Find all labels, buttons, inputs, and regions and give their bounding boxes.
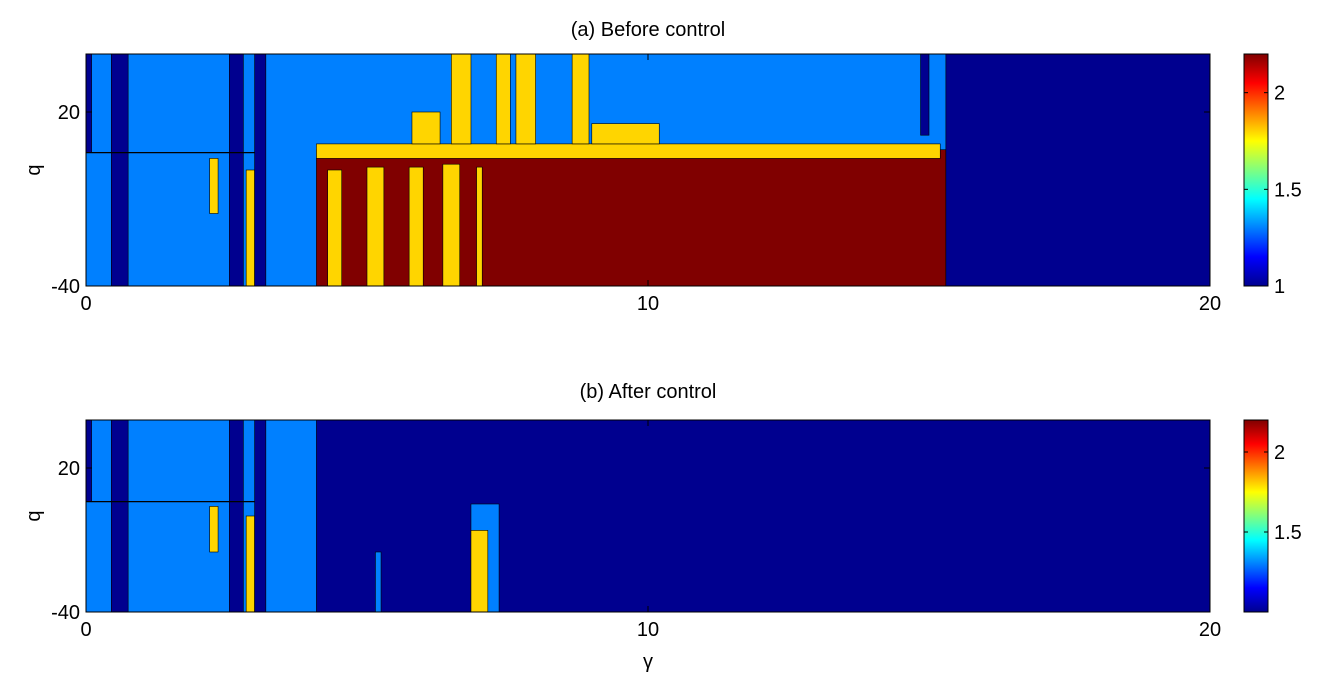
- heatmap-region-5: [254, 53, 267, 287]
- heatmap-region-1: [110, 419, 129, 613]
- panel-a-yticks: -40 20: [51, 102, 1210, 298]
- heatmap-region-2: [209, 506, 219, 553]
- heatmap-region-8: [470, 530, 489, 613]
- heatmap-region-13: [920, 53, 930, 136]
- heatmap-region-3: [229, 53, 244, 287]
- heatmap-ridge-2: [495, 53, 511, 145]
- xtick-label-2: 20: [1199, 293, 1221, 315]
- heatmap-region-1: [110, 53, 129, 287]
- panel-a-title: (a) Before control: [571, 19, 726, 41]
- heatmap-region-11: [476, 166, 483, 287]
- colorbar-tick-label-2: 2: [1274, 83, 1285, 105]
- heatmap-region-12: [945, 53, 1211, 287]
- xtick-label-0: 0: [80, 293, 91, 315]
- panel-a-xticks: 0 10 20: [80, 54, 1221, 315]
- heatmap-ridge-3: [515, 53, 536, 145]
- heatmap-ridge-6: [591, 123, 660, 145]
- xtick-label-1: 10: [637, 619, 659, 641]
- colorbar-tick-label-1: 2: [1274, 442, 1285, 464]
- xtick-label-1: 10: [637, 293, 659, 315]
- panel-b-yticks: -40 20: [51, 458, 1210, 624]
- colorbar-tick-label-0: 1.5: [1274, 522, 1302, 544]
- heatmap-region-7: [327, 169, 343, 287]
- heatmap-region-4: [245, 169, 255, 287]
- heatmap-region-3: [229, 419, 244, 613]
- ytick-label-1: 20: [58, 102, 80, 124]
- xtick-label-2: 20: [1199, 619, 1221, 641]
- heatmap-region-0: [85, 53, 92, 153]
- panel-b-plot-area: [85, 419, 1211, 613]
- panel-b-ylabel: q: [23, 510, 45, 521]
- panel-b-colorbar: 1.52: [1243, 419, 1302, 613]
- heatmap-region-5: [254, 419, 267, 613]
- panel-a-plot-area: [85, 53, 1211, 287]
- xtick-label-0: 0: [80, 619, 91, 641]
- ytick-label-1: 20: [58, 458, 80, 480]
- heatmap-region-9: [408, 166, 424, 287]
- colorbar-gradient: [1243, 419, 1269, 613]
- colorbar-tick-label-0: 1: [1274, 276, 1285, 298]
- heatmap-ridge-5: [411, 111, 441, 145]
- heatmap-region-4: [245, 515, 255, 613]
- heatmap-ridge-1: [450, 53, 472, 145]
- panel-b-xlabel: γ: [643, 651, 653, 673]
- heatmap-region-10: [442, 163, 461, 287]
- colorbar-gradient: [1243, 53, 1269, 287]
- heatmap-region-0: [85, 419, 92, 502]
- colorbar-tick-label-1: 1.5: [1274, 179, 1302, 201]
- heatmap-ridge-4: [571, 53, 590, 145]
- heatmap-region-8: [366, 166, 385, 287]
- heatmap-region-9: [375, 551, 382, 613]
- ytick-label-0: -40: [51, 602, 80, 624]
- panel-a-ylabel: q: [23, 164, 45, 175]
- heatmap-region-6: [316, 419, 1211, 613]
- heatmap-ridge-0: [316, 143, 941, 159]
- heatmap-region-2: [209, 158, 219, 214]
- panel-b-title: (b) After control: [580, 381, 717, 403]
- panel-b-xticks: 0 10 20: [80, 420, 1221, 641]
- panel-a-colorbar: 11.52: [1243, 53, 1302, 298]
- ytick-label-0: -40: [51, 276, 80, 298]
